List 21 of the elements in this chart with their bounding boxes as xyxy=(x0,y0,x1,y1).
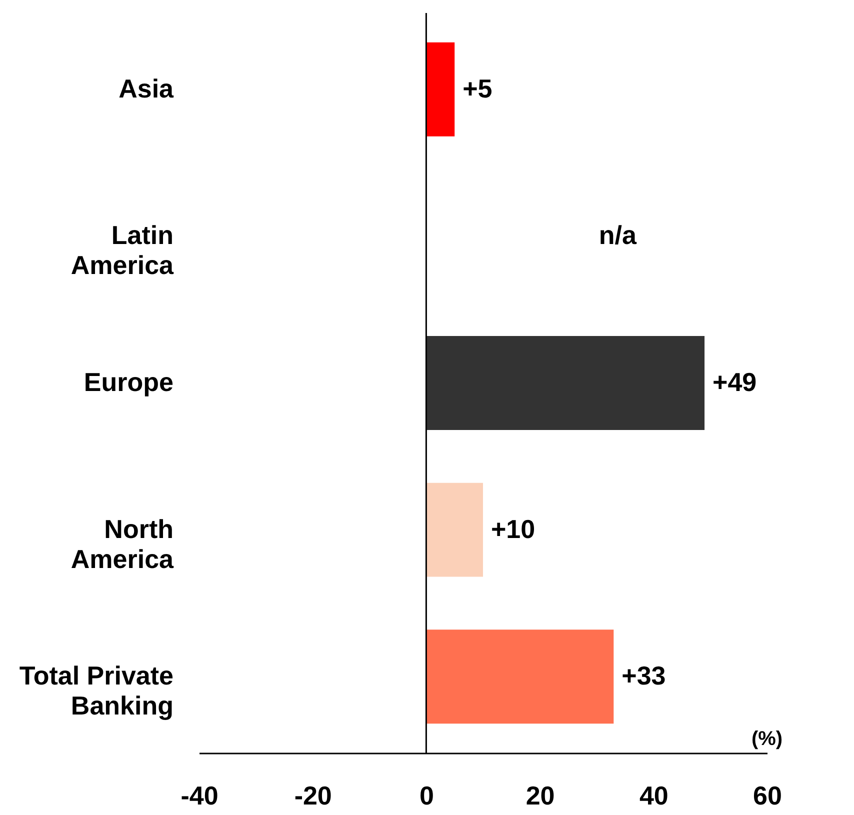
bar xyxy=(426,482,483,577)
y-tick-label: Total Private Banking xyxy=(19,660,174,721)
y-tick-label: North America xyxy=(70,514,174,574)
x-tick-label: 60 xyxy=(753,780,782,810)
data-label: +33 xyxy=(622,660,666,691)
x-tick-label: -20 xyxy=(294,780,332,810)
y-tick-label: Asia xyxy=(118,73,174,104)
x-tick-label: 20 xyxy=(526,780,555,810)
bar xyxy=(426,630,614,724)
bar xyxy=(426,42,455,136)
x-axis-title: (%) xyxy=(751,728,783,750)
x-tick-label: -40 xyxy=(180,780,218,810)
data-label: +10 xyxy=(491,514,536,544)
y-tick-label: Latin America xyxy=(70,220,174,280)
text: n/a xyxy=(598,220,636,250)
x-tick-label: 0 xyxy=(419,780,434,810)
bar xyxy=(426,336,705,430)
x-tick-label: 40 xyxy=(639,780,668,810)
data-label: +49 xyxy=(712,367,757,397)
y-tick-label: Europe xyxy=(84,367,174,397)
data-label: +5 xyxy=(462,73,492,104)
